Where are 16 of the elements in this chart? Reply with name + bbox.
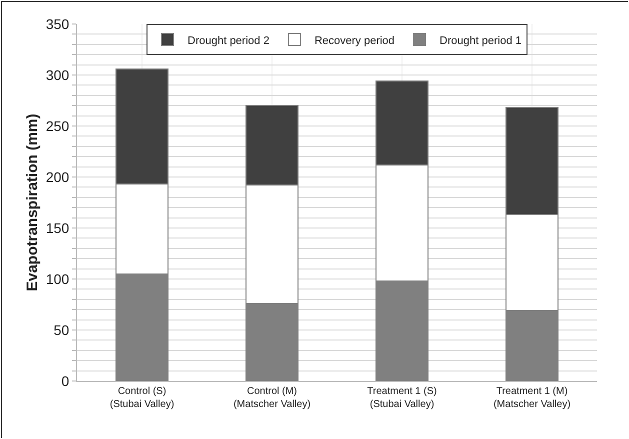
x-tick-label: Treatment 1 (S) (Stubai Valley) [367,386,437,410]
y-tick-label: 150 [46,220,70,236]
y-tick-label: 200 [46,168,70,185]
y-tick-label: 50 [54,322,70,338]
y-tick-label: 300 [46,66,70,83]
legend-label: Drought period 2 [188,34,270,47]
legend-label: Drought period 1 [440,34,522,47]
x-tick-label: Control (S) (Stubai Valley) [110,386,174,410]
y-tick-label: 0 [61,372,70,389]
y-axis-title: Evapotranspiration (mm) [24,114,41,292]
x-tick-label: Treatment 1 (M) (Matscher Valley) [493,386,571,410]
y-tick-label: 250 [46,118,70,134]
legend-label: Recovery period [314,34,395,47]
y-tick-label: 350 [46,16,70,32]
y-tick-label: 100 [46,270,70,287]
x-tick-label: Control (M) (Matscher Valley) [233,386,311,410]
